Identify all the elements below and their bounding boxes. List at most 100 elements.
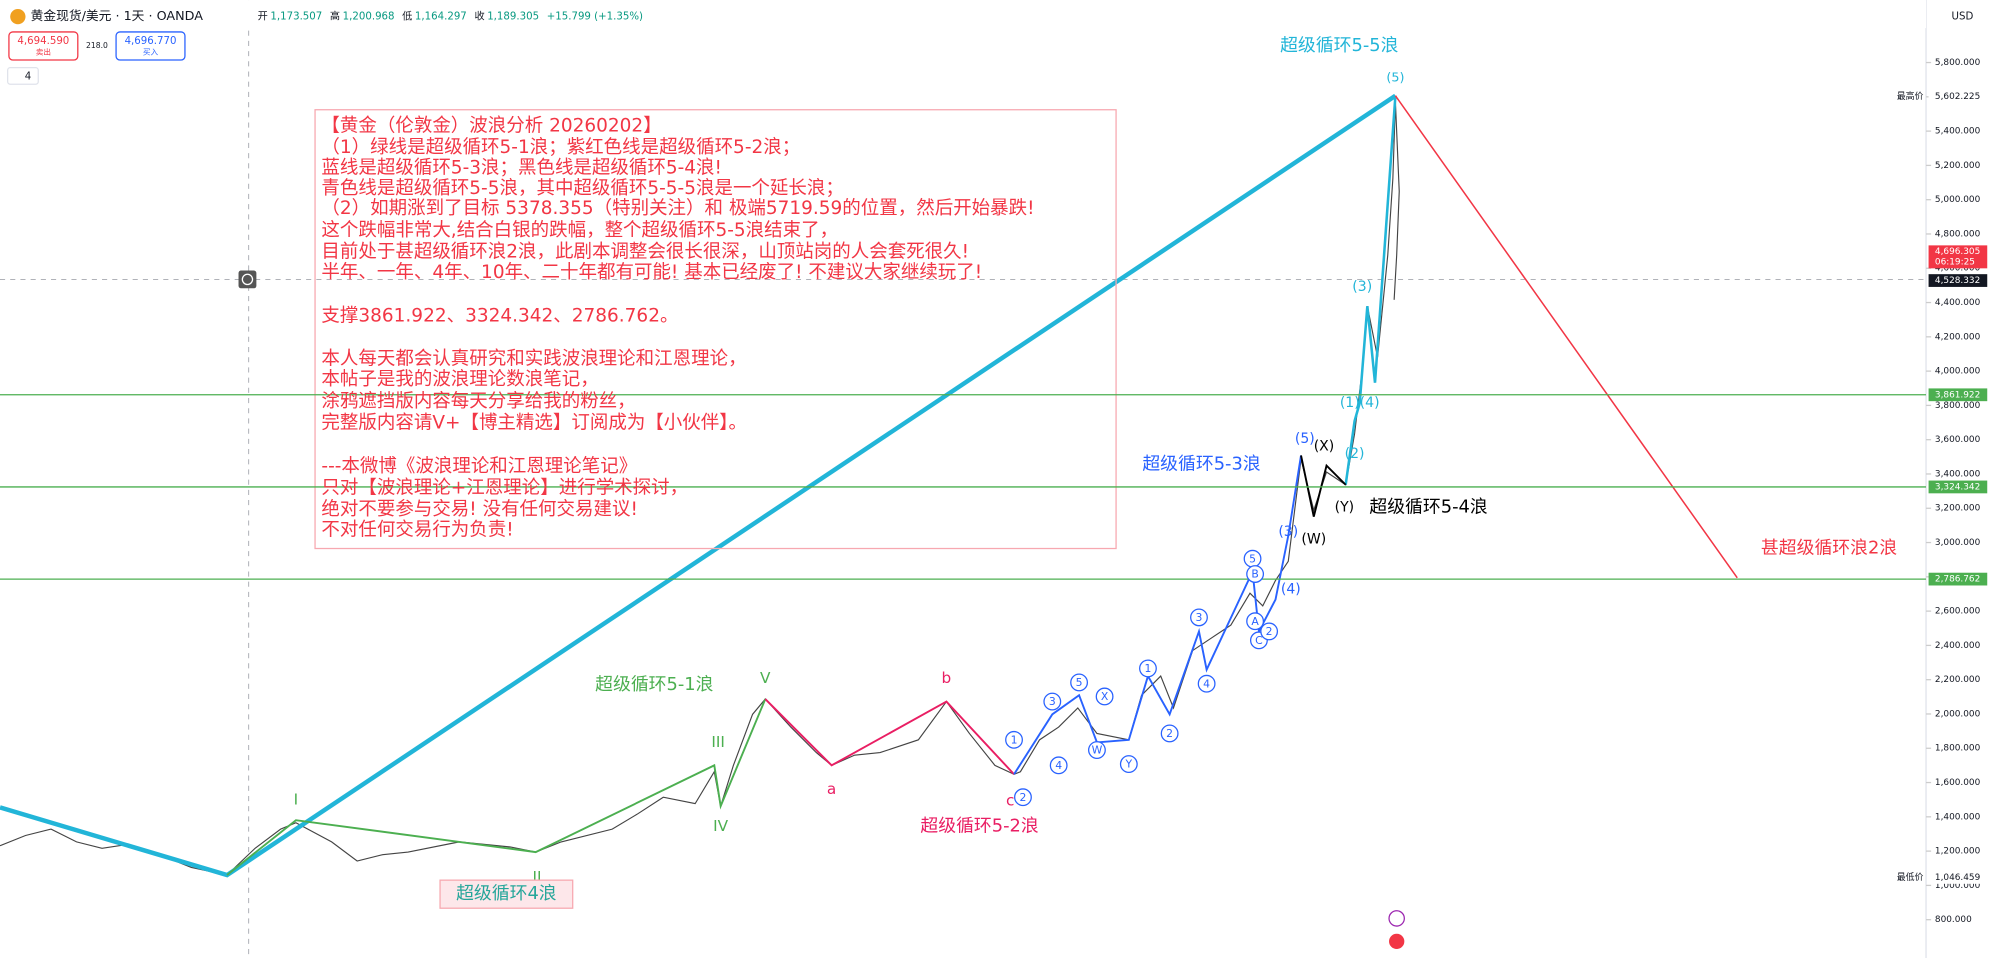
annotation: (4) bbox=[1281, 581, 1301, 597]
price-tag-label: 3,324.342 bbox=[1935, 482, 1980, 492]
price-tag bbox=[1928, 388, 1988, 402]
annotation: (3) bbox=[1278, 524, 1298, 540]
circled-label: A bbox=[1251, 615, 1259, 628]
y-tick-label: 1,200.000 bbox=[1935, 847, 1981, 857]
indicators-button[interactable] bbox=[7, 67, 39, 85]
y-tick-label: 4,000.000 bbox=[1935, 367, 1981, 377]
y-tick-label: 800.000 bbox=[1935, 915, 1972, 925]
text-box bbox=[314, 109, 1117, 550]
circle-marker bbox=[1088, 741, 1106, 759]
y-tick-label: 2,400.000 bbox=[1935, 641, 1981, 651]
wave-cyan-5 bbox=[1344, 95, 1397, 485]
sell-button[interactable] bbox=[8, 31, 79, 61]
wave-green bbox=[226, 698, 767, 876]
annotation: III bbox=[711, 733, 725, 751]
symbol[interactable]: 黄金现货/美元 · 1天 · OANDA bbox=[31, 8, 204, 24]
spread: 218.0 bbox=[86, 41, 108, 50]
ohlc-label: 开 bbox=[258, 12, 268, 23]
header-bar bbox=[0, 0, 1927, 29]
note-line: ---本微博《波浪理论和江恩理论笔记》 bbox=[321, 456, 637, 477]
circled-label: 2 bbox=[1166, 727, 1173, 740]
currency[interactable]: USD bbox=[1952, 12, 1974, 23]
circled-label: X bbox=[1101, 690, 1109, 703]
buy-button[interactable] bbox=[115, 31, 186, 61]
price-tag bbox=[1928, 572, 1988, 586]
wave-red bbox=[1394, 95, 1738, 579]
event-icon[interactable] bbox=[1388, 910, 1405, 927]
circle-marker bbox=[1160, 724, 1179, 743]
y-tick-label: 4,800.000 bbox=[1935, 229, 1981, 239]
y-tick-label: 4,600.000 bbox=[1935, 264, 1981, 274]
circled-label: 3 bbox=[1196, 611, 1203, 624]
y-tick-label: 4,200.000 bbox=[1935, 332, 1981, 342]
price-tag-label: 4,528.332 bbox=[1935, 276, 1980, 286]
circle-marker bbox=[1246, 612, 1265, 631]
annotation: (3) bbox=[1352, 279, 1372, 295]
circle-marker bbox=[1049, 756, 1068, 775]
annotation: 超级循环4浪 bbox=[456, 883, 557, 904]
price-tag-timer: 06:19:25 bbox=[1935, 257, 1975, 267]
price-tag-label: 5,602.225 bbox=[1935, 92, 1980, 102]
annotation: 超级循环5-3浪 bbox=[1142, 453, 1261, 474]
circled-label: W bbox=[1092, 744, 1103, 757]
annotation: 甚超级循环浪2浪 bbox=[1761, 538, 1897, 559]
note-line: 只对【波浪理论+江恩理论】进行学术探讨， bbox=[321, 478, 688, 499]
price-tag-name: 最高价 bbox=[1897, 90, 1924, 102]
y-tick-label: 5,200.000 bbox=[1935, 161, 1981, 171]
note-line: 目前处于甚超级循环浪2浪，此剧本调整会很长很深，山顶站岗的人会套死很久! bbox=[321, 242, 969, 263]
price-tag bbox=[1928, 871, 1988, 884]
annotation: c bbox=[1006, 792, 1014, 810]
flag-icon[interactable] bbox=[1389, 933, 1405, 950]
circled-label: 2 bbox=[1266, 625, 1273, 638]
price-tag bbox=[1928, 274, 1988, 287]
note-line: 【黄金（伦敦金）波浪分析 20260202】 bbox=[321, 115, 661, 136]
note-line: 青色线是超级循环5-5浪，其中超级循环5-5-5浪是一个延长浪； bbox=[321, 178, 843, 199]
ohlc-value: 1,164.297 bbox=[415, 12, 467, 23]
y-tick-label: 3,600.000 bbox=[1935, 435, 1981, 445]
note-line: （2）如期涨到了目标 5378.355（特别关注）和 极端5719.59的位置，… bbox=[321, 198, 1034, 219]
circle-marker bbox=[1197, 674, 1216, 693]
y-tick-label: 3,200.000 bbox=[1935, 504, 1981, 514]
circled-label: 1 bbox=[1011, 733, 1018, 746]
annotation: b bbox=[942, 669, 952, 687]
y-tick-label: 3,800.000 bbox=[1935, 401, 1981, 411]
note-line: 本帖子是我的波浪理论数浪笔记， bbox=[321, 369, 598, 390]
y-tick-label: 3,000.000 bbox=[1935, 538, 1981, 548]
circled-label: 3 bbox=[1049, 695, 1056, 708]
circle-marker bbox=[1005, 730, 1023, 749]
annotation: (5) bbox=[1295, 431, 1315, 447]
annotation: 超级循环5-2浪 bbox=[920, 816, 1039, 837]
annotation: 超级循环5-4浪 bbox=[1369, 497, 1488, 518]
ohlc-label: 高 bbox=[330, 10, 340, 23]
price-tag bbox=[1928, 90, 1988, 103]
wave-black bbox=[1300, 455, 1347, 517]
price-tag bbox=[1928, 480, 1988, 494]
crosshair-icon bbox=[241, 273, 254, 286]
y-tick-label: 5,000.000 bbox=[1935, 195, 1981, 205]
wave-blue bbox=[1013, 455, 1302, 775]
circle-marker bbox=[1190, 608, 1208, 627]
annotation: (5) bbox=[1386, 70, 1404, 85]
annotation: (X) bbox=[1314, 438, 1335, 454]
ohlc-label: 收 bbox=[474, 10, 484, 23]
note-line: 支撑3861.922、3324.342、2786.762。 bbox=[321, 305, 678, 326]
price-tag-label: 3,861.922 bbox=[1935, 390, 1980, 400]
sell-price: 4,694.590 bbox=[17, 36, 69, 47]
circle-marker bbox=[1246, 565, 1265, 583]
crosshair-button[interactable] bbox=[238, 270, 257, 289]
circled-label: C bbox=[1255, 634, 1263, 647]
note-line: 蓝线是超级循环5-3浪；黑色线是超级循环5-4浪! bbox=[321, 157, 722, 178]
circled-label: 1 bbox=[1145, 662, 1152, 675]
y-tick-label: 1,800.000 bbox=[1935, 744, 1981, 754]
circle-marker bbox=[1119, 755, 1138, 774]
wave-pink bbox=[764, 698, 1015, 775]
price-tag-label: 4,696.305 bbox=[1935, 247, 1980, 257]
sell-label: 卖出 bbox=[36, 46, 51, 56]
ohlc-label: 低 bbox=[402, 10, 412, 23]
y-tick-label: 2,000.000 bbox=[1935, 709, 1981, 719]
price-tag-label: 1,046.459 bbox=[1935, 873, 1981, 883]
ohlc-value: 1,200.968 bbox=[343, 12, 395, 23]
symbol-icon bbox=[10, 8, 26, 25]
